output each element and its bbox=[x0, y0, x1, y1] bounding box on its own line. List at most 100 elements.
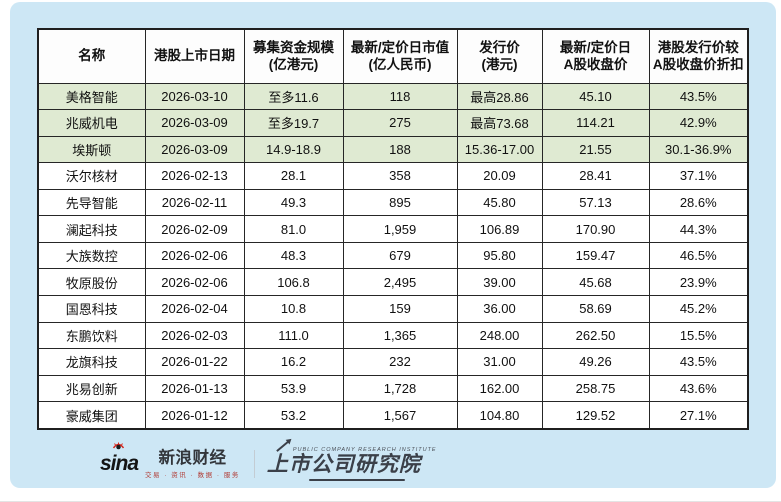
table-cell: 37.1% bbox=[648, 162, 749, 190]
column-header: 募集资金规模 (亿港元) bbox=[243, 28, 344, 84]
table-row: 沃尔核材 2026-02-13 28.1 358 20.09 28.41 37.1% bbox=[37, 162, 749, 190]
table-cell: 118 bbox=[342, 82, 458, 111]
sina-brand-text: 新浪财经 bbox=[158, 448, 227, 467]
table-cell: 豪威集团 bbox=[37, 401, 146, 430]
table-row: 美格智能 2026-03-10 至多11.6 118 最高28.86 45.10 43.5% bbox=[37, 82, 749, 111]
table-cell: 2026-02-13 bbox=[144, 162, 245, 190]
table-cell: 兆威机电 bbox=[37, 109, 146, 137]
table-cell: 美格智能 bbox=[37, 82, 146, 111]
table-cell: 16.2 bbox=[243, 348, 344, 376]
table-cell: 国恩科技 bbox=[37, 295, 146, 323]
table-cell: 170.90 bbox=[541, 215, 650, 243]
table-cell: 106.8 bbox=[243, 268, 344, 296]
table-cell: 28.1 bbox=[243, 162, 344, 190]
table-row: 国恩科技 2026-02-04 10.8 159 36.00 58.69 45.2% bbox=[37, 295, 749, 323]
table-cell: 232 bbox=[342, 348, 458, 376]
table-cell: 2026-02-03 bbox=[144, 321, 245, 350]
table-cell: 162.00 bbox=[456, 374, 543, 403]
table-row: 埃斯顿 2026-03-09 14.9-18.9 188 15.36-17.00 21.5… bbox=[37, 135, 749, 164]
table-cell: 53.9 bbox=[243, 374, 344, 403]
table-cell: 114.21 bbox=[541, 109, 650, 137]
table-cell: 2026-02-09 bbox=[144, 215, 245, 243]
table-body: 美格智能 2026-03-10 至多11.6 118 最高28.86 45.10 43.5%… bbox=[37, 82, 749, 430]
table-cell: 2026-02-04 bbox=[144, 295, 245, 323]
table-cell: 龙旗科技 bbox=[37, 348, 146, 376]
table-cell: 10.8 bbox=[243, 295, 344, 323]
footer-divider bbox=[253, 450, 255, 478]
table-cell: 48.3 bbox=[243, 241, 344, 270]
table-cell: 106.89 bbox=[456, 215, 543, 243]
column-header: 名称 bbox=[37, 28, 146, 84]
table-cell: 2026-03-09 bbox=[144, 135, 245, 164]
table-cell: 44.3% bbox=[648, 215, 749, 243]
column-header: 最新/定价日市值 (亿人民币) bbox=[342, 28, 458, 84]
column-header: 发行价 (港元) bbox=[456, 28, 543, 84]
table-cell: 275 bbox=[342, 109, 458, 137]
table-row: 澜起科技 2026-02-09 81.0 1,959 106.89 170.90 44.3% bbox=[37, 215, 749, 243]
institute-name: 上市公司研究院 bbox=[266, 453, 421, 477]
sina-tagline: 交易 · 资讯 · 数据 · 服务 bbox=[145, 472, 240, 480]
table-cell: 45.10 bbox=[541, 82, 650, 111]
table-cell: 159 bbox=[342, 295, 458, 323]
table-cell: 45.80 bbox=[456, 188, 543, 217]
table-cell: 东鹏饮料 bbox=[37, 321, 146, 350]
table-cell: 14.9-18.9 bbox=[243, 135, 344, 164]
table-row: 东鹏饮料 2026-02-03 111.0 1,365 248.00 262.50 15.5… bbox=[37, 321, 749, 350]
table-cell: 最高73.68 bbox=[456, 109, 543, 137]
table-container: 名称 港股上市日期 募集资金规模 (亿港元) 最新/定价日市值 (亿人民币) 发行价 (… bbox=[37, 28, 749, 430]
table-row: 牧原股份 2026-02-06 106.8 2,495 39.00 45.68 23.9% bbox=[37, 268, 749, 296]
table-cell: 31.00 bbox=[456, 348, 543, 376]
column-header: 港股发行价较 A股收盘价折扣 bbox=[648, 28, 749, 84]
pen-arrow-icon bbox=[276, 440, 290, 453]
blue-panel: 名称 港股上市日期 募集资金规模 (亿港元) 最新/定价日市值 (亿人民币) 发行价 (… bbox=[10, 2, 776, 488]
table-cell: 30.1-36.9% bbox=[648, 135, 749, 164]
table-row: 兆威机电 2026-03-09 至多19.7 275 最高73.68 114.21 42.9… bbox=[37, 109, 749, 137]
table-cell: 1,365 bbox=[342, 321, 458, 350]
table-cell: 2026-03-09 bbox=[144, 109, 245, 137]
table-cell: 牧原股份 bbox=[37, 268, 146, 296]
table-cell: 1,959 bbox=[342, 215, 458, 243]
table-cell: 679 bbox=[342, 241, 458, 270]
table-cell: 53.2 bbox=[243, 401, 344, 430]
table-header: 名称 港股上市日期 募集资金规模 (亿港元) 最新/定价日市值 (亿人民币) 发行价 (… bbox=[37, 28, 749, 84]
table-cell: 2026-02-11 bbox=[144, 188, 245, 217]
table-cell: 2026-01-12 bbox=[144, 401, 245, 430]
table-cell: 20.09 bbox=[456, 162, 543, 190]
sina-wordmark: sina bbox=[100, 452, 139, 476]
table-cell: 28.41 bbox=[541, 162, 650, 190]
table-cell: 262.50 bbox=[541, 321, 650, 350]
table-cell: 95.80 bbox=[456, 241, 543, 270]
table-cell: 兆易创新 bbox=[37, 374, 146, 403]
table-cell: 248.00 bbox=[456, 321, 543, 350]
table-cell: 43.5% bbox=[648, 82, 749, 111]
table-cell: 2026-01-22 bbox=[144, 348, 245, 376]
table-cell: 58.69 bbox=[541, 295, 650, 323]
table-cell: 129.52 bbox=[541, 401, 650, 430]
table-cell: 2,495 bbox=[342, 268, 458, 296]
table-cell: 21.55 bbox=[541, 135, 650, 164]
institute-underline bbox=[308, 478, 405, 481]
table-cell: 111.0 bbox=[243, 321, 344, 350]
hk-listing-table: 名称 港股上市日期 募集资金规模 (亿港元) 最新/定价日市值 (亿人民币) 发行价 (… bbox=[37, 28, 749, 430]
table-cell: 2026-02-06 bbox=[144, 241, 245, 270]
table-cell: 43.5% bbox=[648, 348, 749, 376]
research-institute-logo: PUBLIC COMPANY RESEARCH INSTITUTE 上市公司研究… bbox=[266, 440, 437, 481]
column-header: 港股上市日期 bbox=[144, 28, 245, 84]
table-cell: 36.00 bbox=[456, 295, 543, 323]
table-cell: 57.13 bbox=[541, 188, 650, 217]
table-cell: 81.0 bbox=[243, 215, 344, 243]
table-cell: 大族数控 bbox=[37, 241, 146, 270]
table-cell: 23.9% bbox=[648, 268, 749, 296]
table-cell: 沃尔核材 bbox=[37, 162, 146, 190]
sina-eye-icon bbox=[113, 442, 124, 450]
institute-english-caption: PUBLIC COMPANY RESEARCH INSTITUTE bbox=[292, 447, 437, 454]
table-cell: 2026-02-06 bbox=[144, 268, 245, 296]
table-cell: 15.36-17.00 bbox=[456, 135, 543, 164]
sina-brand-wrap: 新浪财经 交易 · 资讯 · 数据 · 服务 bbox=[145, 449, 240, 479]
footer-logos: sina 新浪财经 交易 · 资讯 · 数据 · 服务 PUBLIC COMPA… bbox=[100, 440, 437, 485]
table-cell: 埃斯顿 bbox=[37, 135, 146, 164]
table-cell: 45.68 bbox=[541, 268, 650, 296]
table-cell: 42.9% bbox=[648, 109, 749, 137]
table-cell: 46.5% bbox=[648, 241, 749, 270]
table-cell: 895 bbox=[342, 188, 458, 217]
